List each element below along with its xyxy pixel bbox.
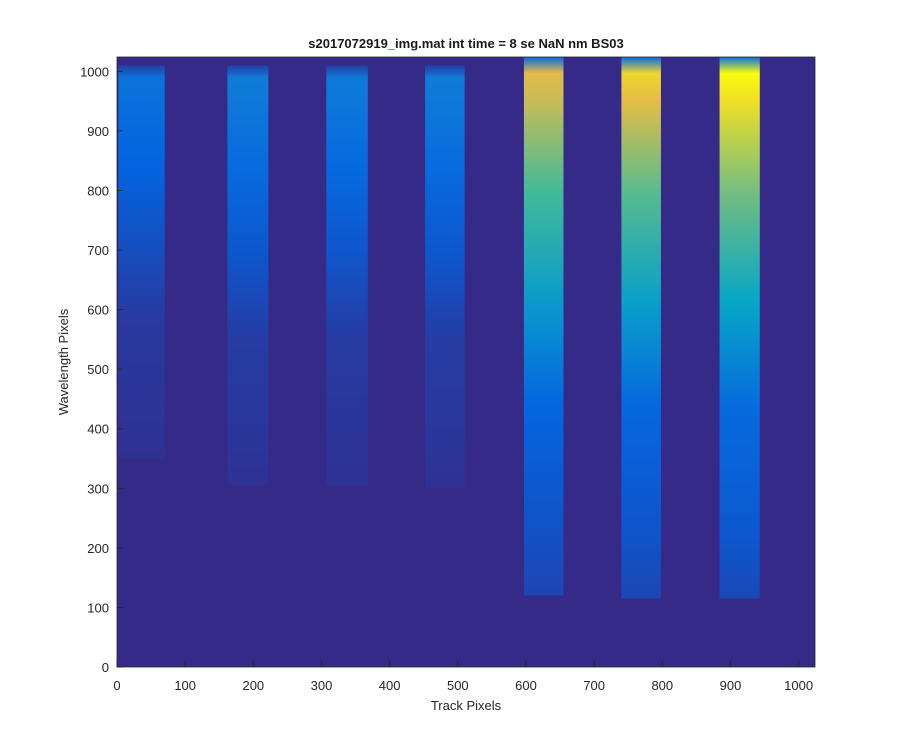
- track-band: [621, 57, 661, 599]
- y-axis: 0 100 200 300 400 500 600 700 800 900 1000: [80, 64, 123, 675]
- y-tick-label: 800: [87, 183, 109, 198]
- plot-background: [117, 57, 815, 667]
- x-tick-label: 0: [113, 678, 120, 693]
- y-tick-label: 1000: [80, 64, 109, 79]
- x-tick-label: 100: [174, 678, 196, 693]
- track-layer: [118, 57, 760, 599]
- x-tick-label: 700: [583, 678, 605, 693]
- x-tick-label: 200: [242, 678, 264, 693]
- x-tick-label: 1000: [784, 678, 813, 693]
- x-axis: 0 100 200 300 400 500 600 700 800 900 1000: [113, 661, 813, 693]
- y-tick-label: 300: [87, 481, 109, 496]
- y-tick-label: 200: [87, 541, 109, 556]
- y-tick-label: 500: [87, 362, 109, 377]
- chart-title: s2017072919_img.mat int time = 8 se NaN …: [308, 36, 623, 51]
- x-tick-label: 300: [311, 678, 333, 693]
- track-band: [523, 57, 564, 596]
- y-tick-label: 600: [87, 303, 109, 318]
- x-axis-label: Track Pixels: [431, 698, 502, 713]
- y-tick-label: 700: [87, 243, 109, 258]
- x-tick-label: 900: [720, 678, 742, 693]
- track-band: [227, 65, 269, 486]
- y-tick-label: 900: [87, 124, 109, 139]
- y-tick-label: 400: [87, 422, 109, 437]
- y-tick-label: 100: [87, 600, 109, 615]
- y-tick-label: 0: [102, 660, 109, 675]
- x-tick-label: 400: [379, 678, 401, 693]
- track-band: [118, 65, 165, 459]
- track-band: [326, 65, 368, 486]
- x-tick-label: 600: [515, 678, 537, 693]
- track-band: [719, 57, 760, 599]
- plot-frame: [116, 56, 816, 668]
- y-axis-label: Wavelength Pixels: [56, 308, 71, 415]
- x-tick-label: 800: [651, 678, 673, 693]
- track-band: [425, 65, 465, 489]
- x-tick-label: 500: [447, 678, 469, 693]
